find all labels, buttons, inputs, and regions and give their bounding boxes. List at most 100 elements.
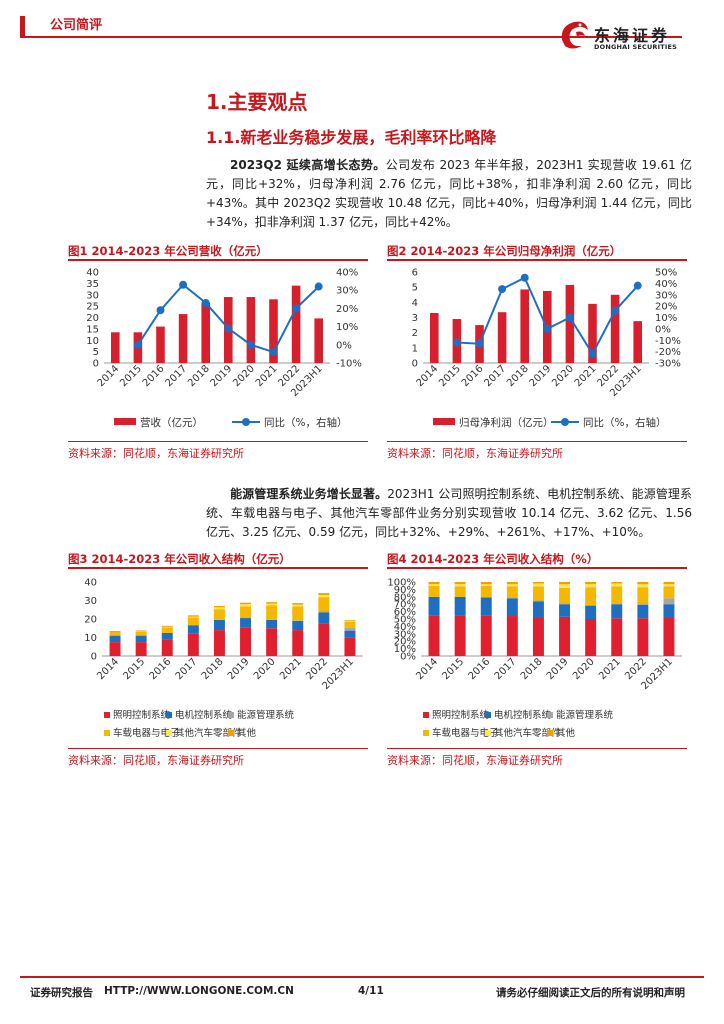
bar-2014 <box>430 312 439 363</box>
legend-label: 车载电器与电子 <box>113 727 180 739</box>
x-tick-label: 2019 <box>528 363 554 389</box>
yoy-point-2023H1 <box>633 281 642 290</box>
stack-segment-2021 <box>611 604 623 619</box>
bar-2021 <box>269 299 278 363</box>
stack-segment-2014 <box>428 615 440 656</box>
footer-rule <box>20 976 704 978</box>
stack-segment-2018 <box>213 607 225 610</box>
stack-segment-2015 <box>454 584 466 587</box>
stack-segment-2022 <box>637 584 649 588</box>
y2-tick-label: 10% <box>655 313 677 324</box>
yoy-point-2018 <box>201 298 210 307</box>
stack-segment-2023H1 <box>344 627 356 631</box>
y-tick-label: 20 <box>86 313 99 324</box>
yoy-point-2021 <box>269 348 278 357</box>
figure-1-source: 资料来源：同花顺，东海证券研究所 <box>68 447 244 460</box>
figure-2-source: 资料来源：同花顺，东海证券研究所 <box>387 447 563 460</box>
paragraph-business: 能源管理系统业务增长显著。2023H1 公司照明控制系统、电机控制系统、能源管理… <box>206 485 692 542</box>
stack-segment-2023H1 <box>663 586 675 599</box>
stack-segment-2017 <box>187 624 199 626</box>
stack-segment-2017 <box>187 616 199 618</box>
y-tick-label: 40 <box>86 268 99 279</box>
stack-segment-2017 <box>506 598 518 617</box>
y-tick-label: 6 <box>412 268 418 279</box>
stack-segment-2020 <box>585 605 597 619</box>
stack-segment-2014 <box>109 631 121 632</box>
y2-tick-label: -30% <box>655 359 681 370</box>
stack-segment-2022 <box>637 604 649 619</box>
x-tick-label: 2018 <box>200 656 226 682</box>
y2-tick-label: 0% <box>655 324 671 335</box>
stack-segment-2021 <box>292 620 304 631</box>
y2-tick-label: -10% <box>655 336 681 347</box>
stack-segment-2014 <box>428 596 440 616</box>
stack-segment-2019 <box>559 603 571 605</box>
y-tick-label: 2 <box>412 328 418 339</box>
stack-segment-2019 <box>240 604 252 607</box>
footer-url-link[interactable]: HTTP://WWW.LONGONE.COM.CN <box>104 985 294 997</box>
y2-tick-label: 10% <box>336 322 358 333</box>
x-tick-label: 2016 <box>460 363 486 389</box>
x-tick-label: 2014 <box>96 363 122 389</box>
y2-tick-label: -20% <box>655 347 681 358</box>
x-tick-label: 2016 <box>467 656 493 682</box>
legend-line-label: 同比（%，右轴） <box>264 416 347 429</box>
figure-3-rule <box>68 567 368 569</box>
legend-label: 能源管理系统 <box>556 709 614 721</box>
company-logo: 东海证券 DONGHAI SECURITIES <box>556 21 706 62</box>
stack-segment-2021 <box>611 618 623 656</box>
y2-tick-label: 40% <box>655 279 677 290</box>
legend-swatch <box>423 730 429 736</box>
stack-segment-2017 <box>187 615 199 617</box>
stack-segment-2018 <box>213 606 225 608</box>
x-tick-label: 2014 <box>95 656 121 682</box>
stack-segment-2021 <box>292 630 304 656</box>
stack-segment-2023H1 <box>663 582 675 585</box>
stack-segment-2023H1 <box>344 621 356 628</box>
page-number: 4/11 <box>358 985 384 997</box>
y-tick-label: 90% <box>394 585 416 596</box>
stack-segment-2018 <box>532 601 544 618</box>
x-tick-label: 2015 <box>121 656 147 682</box>
stack-segment-2019 <box>240 617 252 619</box>
stack-segment-2023H1 <box>663 604 675 618</box>
figure-1-source-rule <box>68 441 368 442</box>
stack-segment-2023H1 <box>344 637 356 656</box>
y2-tick-label: 30% <box>655 290 677 301</box>
legend-label: 电机控制系统 <box>494 709 552 721</box>
section-heading: 1.主要观点 <box>206 90 308 114</box>
y-tick-label: 20 <box>84 615 97 626</box>
y-tick-label: 15 <box>86 324 99 335</box>
x-tick-label: 2020 <box>231 363 257 389</box>
y2-tick-label: 20% <box>655 302 677 313</box>
legend-label: 其他 <box>237 727 257 739</box>
figure-4-chart: 0%10%20%30%40%50%60%70%80%90%100%2014 201… <box>387 578 682 739</box>
stack-segment-2020 <box>585 587 597 605</box>
stack-segment-2021 <box>611 582 623 584</box>
x-tick-label: 2018 <box>186 363 212 389</box>
y-tick-label: 5 <box>412 283 418 294</box>
stack-segment-2016 <box>161 632 173 640</box>
yoy-point-2022 <box>611 306 620 315</box>
dragon-logo-icon <box>561 21 588 49</box>
yoy-point-2020 <box>565 313 574 322</box>
figure-2-rule <box>387 259 687 261</box>
stack-segment-2023H1 <box>344 630 356 638</box>
x-tick-label: 2016 <box>141 363 167 389</box>
bar-2022 <box>291 285 301 363</box>
figure-3-source-rule <box>68 748 368 749</box>
x-tick-label: 2019 <box>209 363 235 389</box>
x-tick-label: 2020 <box>571 656 597 682</box>
y-tick-label: 25 <box>86 302 99 313</box>
figure-3-chart: 0 10 20 30 40 2014 2015 2016 2017 2018 2019 2020 202… <box>84 578 363 739</box>
stack-segment-2020 <box>585 582 597 585</box>
yoy-point-2020 <box>246 340 255 349</box>
stack-segment-2018 <box>532 586 544 601</box>
stack-segment-2022 <box>318 593 330 595</box>
stack-segment-2014 <box>428 584 440 586</box>
stack-segment-2021 <box>292 620 304 621</box>
legend-line-label: 同比（%，右轴） <box>583 416 666 429</box>
stack-segment-2015 <box>454 596 466 616</box>
yoy-point-2016 <box>475 339 484 348</box>
stack-segment-2018 <box>213 609 225 620</box>
